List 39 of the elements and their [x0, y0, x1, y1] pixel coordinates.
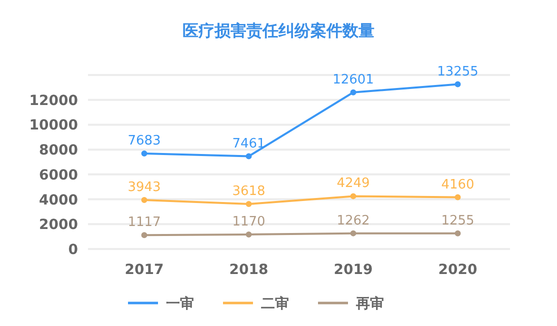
data-label: 7683 — [128, 134, 161, 149]
y-tick-label: 0 — [68, 242, 78, 258]
point — [141, 150, 148, 157]
legend-label: 一审 — [166, 295, 194, 312]
data-label: 3943 — [128, 180, 161, 195]
x-tick-label: 2019 — [334, 262, 373, 278]
point — [246, 231, 252, 238]
x-tick-label: 2020 — [438, 262, 478, 278]
point — [454, 230, 461, 236]
legend-label: 再审 — [355, 295, 384, 312]
y-tick-label: 12000 — [29, 92, 78, 109]
data-label: 4249 — [336, 176, 370, 192]
data-label: 1117 — [128, 215, 161, 230]
data-label: 13255 — [437, 64, 478, 80]
y-tick-label: 8000 — [39, 142, 78, 159]
y-tick-label: 4000 — [39, 192, 78, 208]
data-label: 12601 — [332, 72, 374, 88]
data-label: 1255 — [441, 213, 474, 228]
chart-title: 医疗损害责任纠纷案件数量 — [182, 21, 374, 40]
legend-label: 二审 — [261, 295, 289, 312]
data-label: 4160 — [441, 177, 474, 192]
data-label: 1170 — [232, 214, 266, 230]
data-label: 7461 — [232, 136, 266, 152]
point — [454, 194, 461, 200]
point — [246, 201, 252, 208]
point — [141, 196, 148, 203]
y-tick-label: 10000 — [29, 118, 78, 134]
point — [246, 153, 252, 160]
y-tick-label: 2000 — [39, 217, 78, 234]
point — [454, 81, 461, 88]
data-label: 3618 — [232, 184, 266, 200]
point — [350, 230, 356, 236]
point — [141, 232, 148, 238]
data-label: 1262 — [336, 213, 370, 228]
point — [350, 89, 356, 96]
point — [350, 193, 356, 200]
x-tick-label: 2017 — [124, 262, 164, 278]
y-tick-label: 6000 — [39, 167, 78, 184]
x-tick-label: 2018 — [229, 262, 268, 278]
